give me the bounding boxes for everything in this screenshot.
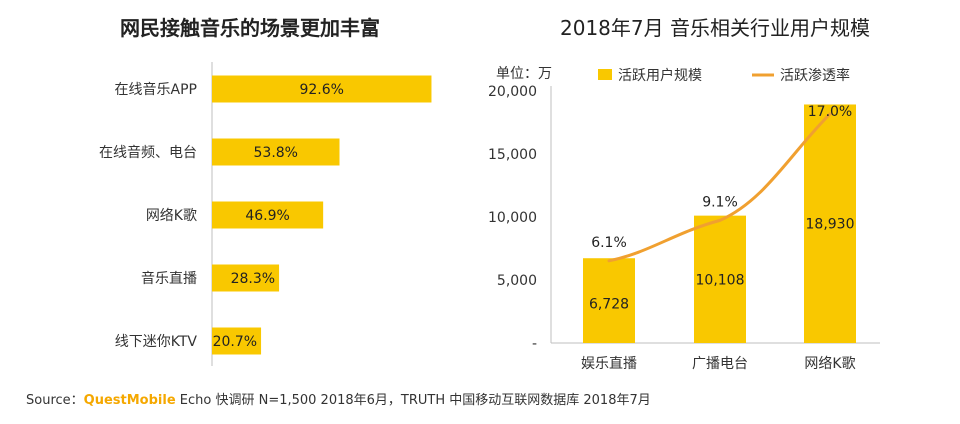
left-value-label-4: 20.7% [213,334,257,350]
right-bar-1 [694,215,746,343]
x-category-label-0: 娱乐直播 [581,355,637,372]
left-category-label-3: 音乐直播 [141,270,197,287]
rate-label-1: 9.1% [702,194,738,210]
left-bar-chart: 在线音乐APP 92.6% 在线音频、电台 53.8% 网络K歌 46.9% 音乐直播 28.… [99,62,432,366]
x-category-label-2: 网络K歌 [804,356,855,372]
left-value-label-3: 28.3% [231,271,275,287]
y-tick-label-2: 10,000 [488,210,537,226]
left-value-label-2: 46.9% [245,208,289,224]
left-category-label-4: 线下迷你KTV [115,334,198,350]
right-bar-0 [583,258,635,343]
left-bar-3 [212,264,280,292]
left-chart-title: 网民接触音乐的场景更加丰富 [120,16,380,40]
y-tick-label-0: - [532,336,537,352]
y-tick-label-3: 15,000 [488,147,537,163]
left-bar-2 [212,201,324,229]
penetration-line [607,112,832,263]
legend-line-label: 活跃渗透率 [780,67,850,84]
y-tick-label-4: 20,000 [488,84,537,100]
unit-label: 单位：万 [496,66,552,82]
legend-bar-swatch [598,69,612,80]
bar-value-label-2: 18,930 [806,217,855,233]
left-value-label-0: 92.6% [299,82,343,98]
right-chart-title: 2018年7月 音乐相关行业用户规模 [560,16,870,40]
rate-label-2: 17.0% [808,104,852,120]
source-text: Echo 快调研 N=1,500 2018年6月，TRUTH 中国移动互联网数据… [175,393,651,408]
source-note: Source：QuestMobile Echo 快调研 N=1,500 2018… [26,389,651,408]
left-category-label-0: 在线音乐APP [115,81,197,98]
rate-label-0: 6.1% [591,235,627,251]
right-combo-chart: - 5,000 10,000 15,000 20,000 6,728 娱乐直播 10,108 广… [488,67,880,372]
left-category-label-1: 在线音频、电台 [99,144,197,161]
source-brand: QuestMobile [83,393,176,408]
right-bar-2 [804,104,856,344]
x-category-label-1: 广播电台 [692,356,748,372]
left-value-label-1: 53.8% [254,145,298,161]
left-bar-0 [212,75,432,103]
source-label: Source： [26,393,84,408]
left-bar-1 [212,138,340,166]
left-category-label-2: 网络K歌 [146,208,197,224]
bar-value-label-1: 10,108 [696,272,745,288]
bar-value-label-0: 6,728 [589,297,629,313]
legend-bar-label: 活跃用户规模 [618,67,702,84]
y-tick-label-1: 5,000 [497,273,537,289]
left-bar-4 [212,327,262,355]
